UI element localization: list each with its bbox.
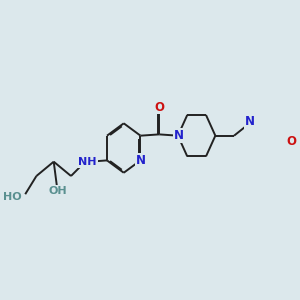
- Text: N: N: [244, 115, 255, 128]
- Text: O: O: [154, 100, 164, 113]
- Text: NH: NH: [78, 157, 97, 167]
- Text: N: N: [136, 154, 146, 167]
- Text: O: O: [287, 135, 297, 148]
- Text: N: N: [174, 129, 184, 142]
- Text: OH: OH: [48, 186, 67, 196]
- Text: HO: HO: [3, 192, 21, 202]
